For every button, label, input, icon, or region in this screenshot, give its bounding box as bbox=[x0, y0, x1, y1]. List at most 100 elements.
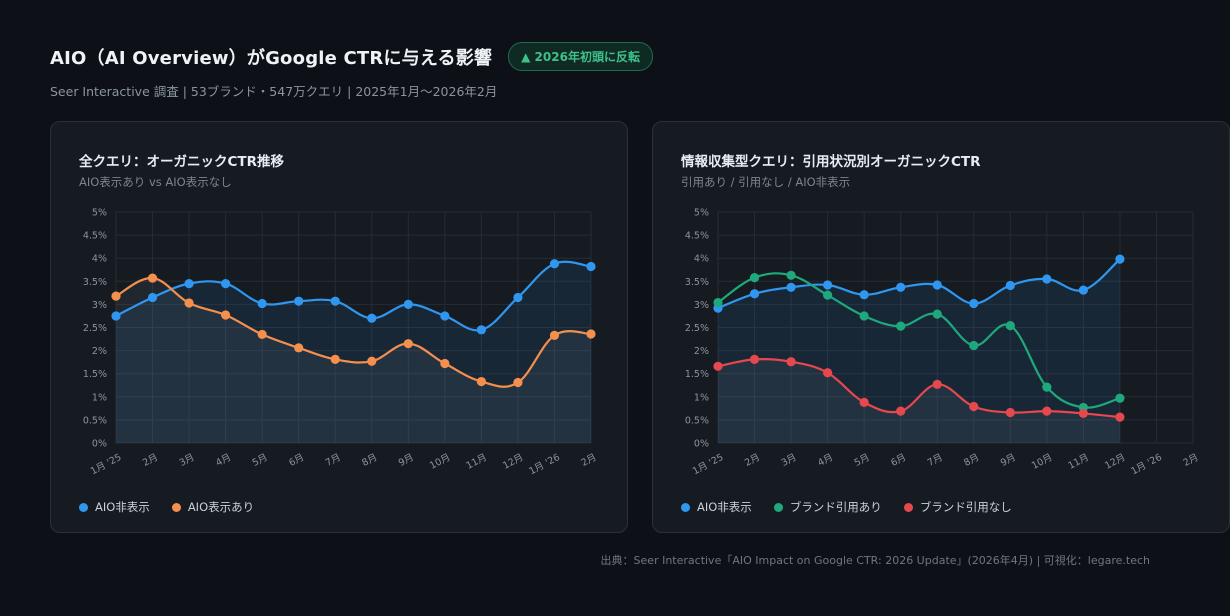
y-tick-label: 5% bbox=[694, 208, 709, 219]
legend-item[interactable]: ブランド引用なし bbox=[903, 499, 1012, 515]
y-tick-label: 3% bbox=[92, 300, 107, 311]
x-tick-label: 3月 bbox=[780, 452, 799, 469]
y-tick-label: 0% bbox=[92, 439, 107, 450]
data-point[interactable] bbox=[367, 356, 377, 366]
x-tick-label: 2月 bbox=[141, 452, 160, 469]
data-point[interactable] bbox=[513, 377, 523, 388]
data-point[interactable] bbox=[786, 357, 796, 367]
data-point[interactable] bbox=[1078, 285, 1088, 295]
data-point[interactable] bbox=[1005, 280, 1015, 291]
data-point[interactable] bbox=[549, 330, 560, 340]
x-tick-label: 6月 bbox=[889, 452, 908, 469]
y-tick-label: 2.5% bbox=[83, 323, 107, 334]
x-tick-label: 9月 bbox=[999, 452, 1018, 469]
data-point[interactable] bbox=[896, 406, 906, 416]
data-point[interactable] bbox=[294, 296, 304, 306]
legend-item[interactable]: ブランド引用あり bbox=[773, 499, 882, 515]
header: AIO（AI Overview）がGoogle CTRに与える影響 ▲ 2026… bbox=[50, 42, 653, 100]
data-point[interactable] bbox=[1115, 393, 1125, 403]
data-point[interactable] bbox=[184, 279, 194, 289]
chart-legend: AIO非表示 AIO表示あり bbox=[79, 499, 276, 515]
data-point[interactable] bbox=[476, 325, 486, 335]
x-tick-label: 2月 bbox=[1182, 452, 1201, 469]
data-point[interactable] bbox=[1005, 407, 1015, 418]
legend-item[interactable]: AIO表示あり bbox=[171, 499, 254, 515]
data-point[interactable] bbox=[184, 298, 194, 308]
data-point[interactable] bbox=[403, 339, 413, 349]
data-point[interactable] bbox=[932, 280, 942, 290]
data-point[interactable] bbox=[440, 358, 450, 369]
legend-label: AIO非表示 bbox=[697, 500, 752, 514]
data-point[interactable] bbox=[367, 313, 377, 323]
data-point[interactable] bbox=[1042, 382, 1052, 392]
data-point[interactable] bbox=[440, 311, 450, 321]
data-point[interactable] bbox=[403, 299, 413, 309]
data-point[interactable] bbox=[330, 354, 340, 364]
data-point[interactable] bbox=[713, 297, 723, 308]
data-point[interactable] bbox=[147, 273, 158, 283]
data-point[interactable] bbox=[549, 259, 560, 269]
data-point[interactable] bbox=[969, 401, 979, 412]
data-point[interactable] bbox=[969, 298, 979, 309]
data-point[interactable] bbox=[859, 290, 869, 300]
x-tick-label: 3月 bbox=[178, 452, 197, 469]
x-tick-label: 2月 bbox=[580, 452, 599, 469]
data-point[interactable] bbox=[859, 311, 869, 321]
data-point[interactable] bbox=[823, 368, 833, 378]
data-point[interactable] bbox=[1115, 254, 1125, 264]
data-point[interactable] bbox=[586, 329, 596, 339]
y-tick-label: 0.5% bbox=[83, 415, 107, 426]
data-point[interactable] bbox=[932, 379, 942, 389]
data-point[interactable] bbox=[586, 261, 596, 272]
x-tick-label: 10月 bbox=[1030, 452, 1054, 472]
data-point[interactable] bbox=[257, 329, 267, 340]
data-point[interactable] bbox=[513, 292, 523, 303]
legend-item[interactable]: AIO非表示 bbox=[681, 499, 752, 515]
data-point[interactable] bbox=[1078, 408, 1088, 419]
x-tick-label: 7月 bbox=[926, 452, 945, 469]
y-tick-label: 0% bbox=[694, 439, 709, 450]
data-point[interactable] bbox=[147, 292, 158, 303]
data-point[interactable] bbox=[1115, 412, 1125, 422]
series-area bbox=[116, 277, 591, 443]
data-point[interactable] bbox=[1042, 274, 1052, 284]
x-tick-label: 6月 bbox=[287, 452, 306, 469]
data-point[interactable] bbox=[749, 354, 760, 364]
x-tick-label: 12月 bbox=[1103, 452, 1127, 472]
data-point[interactable] bbox=[713, 361, 723, 371]
data-point[interactable] bbox=[111, 311, 121, 321]
data-point[interactable] bbox=[1042, 406, 1052, 416]
legend-label: ブランド引用あり bbox=[789, 500, 882, 514]
data-point[interactable] bbox=[749, 289, 760, 299]
legend-swatch bbox=[903, 502, 913, 512]
data-point[interactable] bbox=[111, 291, 121, 301]
data-point[interactable] bbox=[932, 309, 942, 319]
x-tick-label: 4月 bbox=[214, 452, 233, 469]
x-tick-label: 11月 bbox=[1067, 452, 1091, 472]
y-tick-label: 4.5% bbox=[685, 231, 709, 242]
x-tick-label: 5月 bbox=[251, 452, 270, 469]
trend-badge: ▲ 2026年初頭に反転 bbox=[508, 42, 653, 71]
data-point[interactable] bbox=[823, 290, 833, 300]
y-tick-label: 1% bbox=[92, 392, 107, 403]
data-point[interactable] bbox=[221, 279, 231, 289]
data-point[interactable] bbox=[221, 310, 231, 320]
data-point[interactable] bbox=[969, 340, 979, 351]
data-point[interactable] bbox=[330, 296, 340, 306]
data-point[interactable] bbox=[896, 282, 906, 292]
data-point[interactable] bbox=[294, 343, 304, 353]
data-point[interactable] bbox=[859, 397, 869, 407]
data-point[interactable] bbox=[257, 298, 267, 309]
series-AIO非表示 bbox=[111, 259, 596, 335]
data-point[interactable] bbox=[823, 280, 833, 290]
data-point[interactable] bbox=[476, 376, 486, 387]
data-point[interactable] bbox=[896, 321, 906, 331]
series-area bbox=[116, 261, 591, 443]
data-point[interactable] bbox=[786, 270, 796, 280]
data-point[interactable] bbox=[1005, 321, 1015, 331]
y-tick-label: 3.5% bbox=[685, 277, 709, 288]
data-point[interactable] bbox=[749, 273, 760, 283]
x-tick-label: 12月 bbox=[501, 452, 525, 472]
legend-item[interactable]: AIO非表示 bbox=[79, 499, 150, 515]
data-point[interactable] bbox=[786, 282, 796, 292]
